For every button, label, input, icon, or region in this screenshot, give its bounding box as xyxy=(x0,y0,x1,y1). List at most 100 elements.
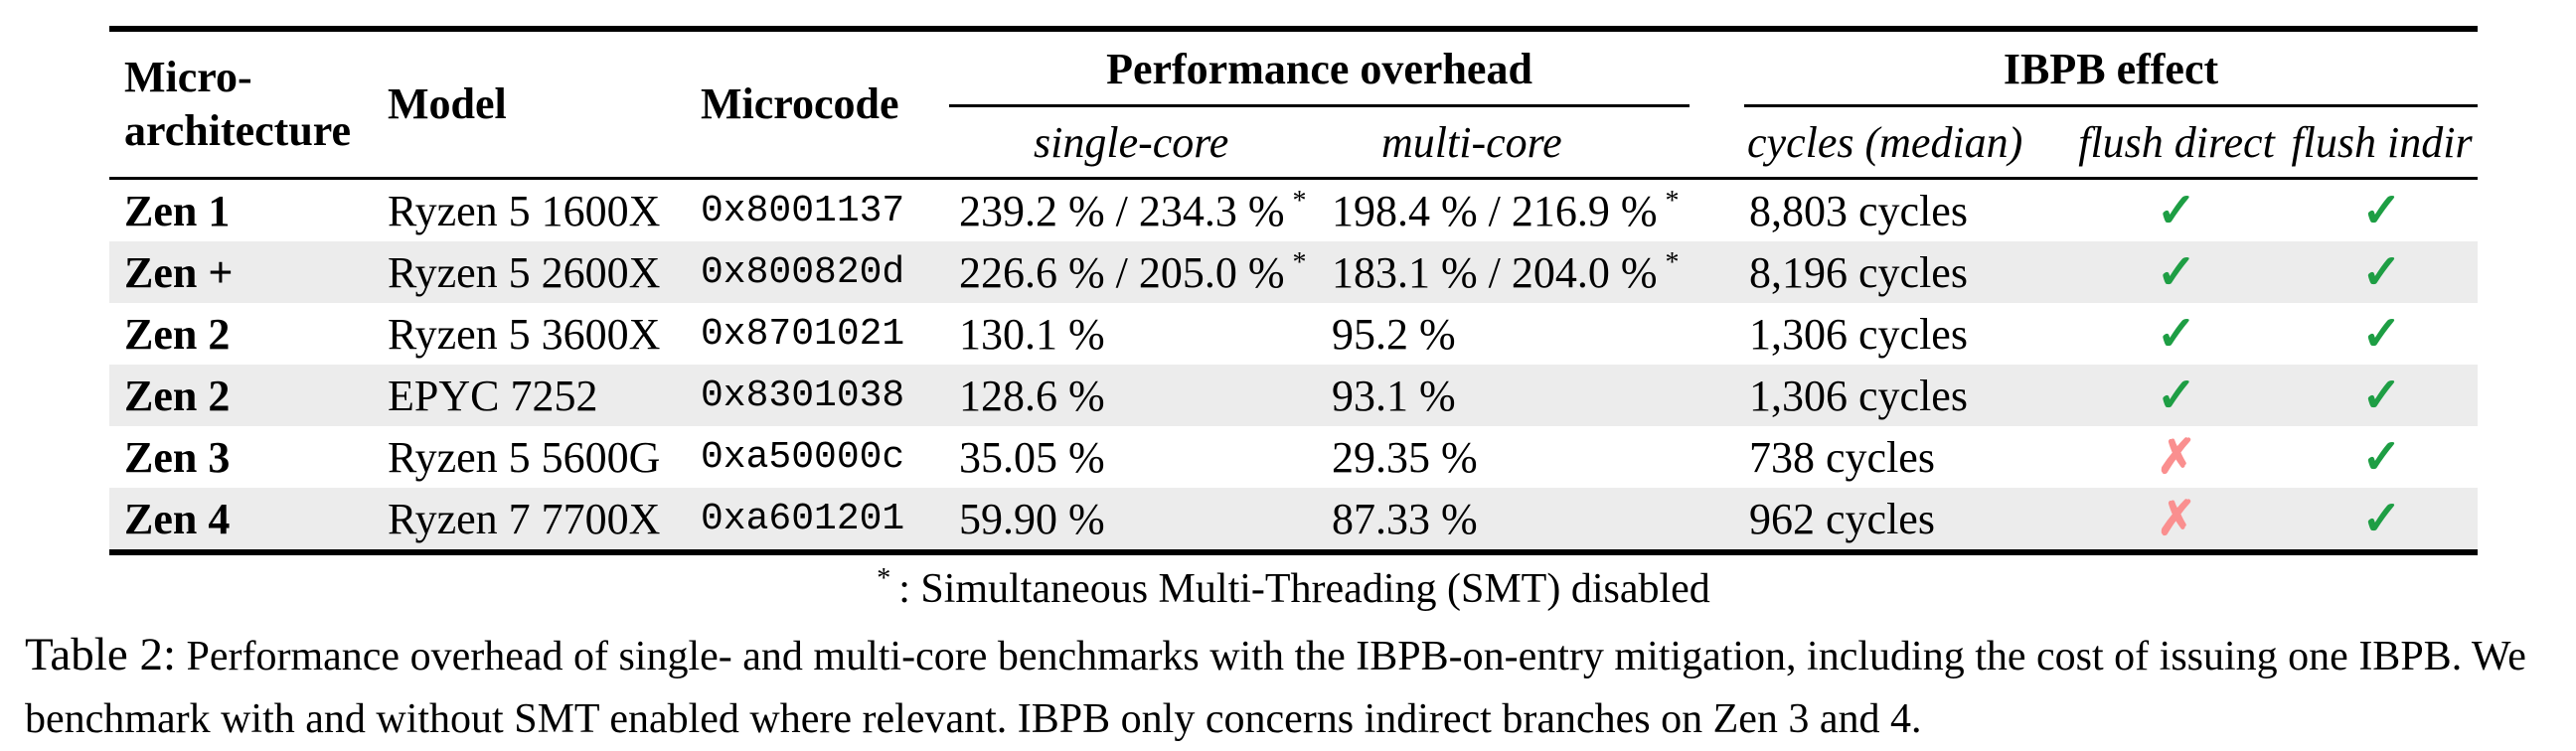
caption-label: Table 2: xyxy=(25,629,177,680)
header-cycles-median: cycles (median) xyxy=(1747,117,2023,167)
cell-flush-direct: ✓ xyxy=(2067,365,2286,426)
cross-icon: ✗ xyxy=(2156,493,2197,545)
header-single-core: single-core xyxy=(1034,117,1229,167)
cell-flush-direct: ✓ xyxy=(2067,179,2286,242)
multi-core-value: 198.4 % / 216.9 % xyxy=(1332,186,1658,235)
table-body: Zen 1 Ryzen 5 1600X 0x8001137 239.2 % / … xyxy=(109,179,2479,552)
cell-multi-core: 29.35 % xyxy=(1322,426,1739,488)
cell-cycles: 962 cycles xyxy=(1749,494,1935,543)
single-core-value: 59.90 % xyxy=(959,494,1105,543)
header-group-row: Micro-architecture Model Microcode Perfo… xyxy=(109,29,2479,155)
cell-microcode: 0x8701021 xyxy=(701,312,905,356)
cell-cycles: 8,196 cycles xyxy=(1749,247,1968,297)
cell-model: Ryzen 7 7700X xyxy=(388,494,661,543)
cell-microarchitecture: Zen 2 xyxy=(124,309,231,359)
single-core-value: 130.1 % xyxy=(959,309,1105,359)
header-microarchitecture: Micro-architecture xyxy=(109,29,373,179)
single-core-value: 128.6 % xyxy=(959,371,1105,420)
cell-microarchitecture: Zen 1 xyxy=(124,186,231,235)
caption-text: Performance overhead of single- and mult… xyxy=(25,634,2526,742)
check-icon: ✓ xyxy=(2361,493,2402,545)
cell-flush-direct: ✗ xyxy=(2067,488,2286,552)
cell-model: EPYC 7252 xyxy=(388,371,598,420)
cell-microcode: 0x8301038 xyxy=(701,374,905,417)
cell-microarchitecture: Zen 3 xyxy=(124,432,231,482)
header-microarchitecture-line1: Micro- xyxy=(124,53,252,101)
cell-single-core: 130.1 % xyxy=(949,303,1322,365)
single-core-value: 239.2 % / 234.3 % xyxy=(959,186,1285,235)
table-header: Micro-architecture Model Microcode Perfo… xyxy=(109,29,2479,179)
cell-cycles: 1,306 cycles xyxy=(1749,309,1968,359)
header-multi-core: multi-core xyxy=(1381,117,1562,167)
cell-multi-core: 95.2 % xyxy=(1322,303,1739,365)
cell-model: Ryzen 5 2600X xyxy=(388,247,661,297)
smt-disabled-asterisk: * xyxy=(1292,185,1307,217)
header-flush-indir: flush indir xyxy=(2291,117,2473,167)
cell-cycles: 1,306 cycles xyxy=(1749,371,1968,420)
multi-core-value: 29.35 % xyxy=(1332,432,1478,482)
cell-model: Ryzen 5 1600X xyxy=(388,186,661,235)
cell-flush-indir: ✓ xyxy=(2286,365,2478,426)
results-table: Micro-architecture Model Microcode Perfo… xyxy=(109,26,2479,555)
check-icon: ✓ xyxy=(2156,185,2197,237)
table-row: Zen + Ryzen 5 2600X 0x800820d 226.6 % / … xyxy=(109,241,2479,303)
check-icon: ✓ xyxy=(2361,246,2402,299)
header-microarchitecture-line2: architecture xyxy=(124,106,352,155)
header-flush-direct: flush direct xyxy=(2078,117,2275,167)
check-icon: ✓ xyxy=(2156,246,2197,299)
table-row: Zen 1 Ryzen 5 1600X 0x8001137 239.2 % / … xyxy=(109,179,2478,242)
cell-multi-core: 183.1 % / 204.0 % * xyxy=(1322,241,1739,303)
cell-single-core: 128.6 % xyxy=(949,365,1322,426)
cell-flush-indir: ✓ xyxy=(2286,179,2478,242)
check-icon: ✓ xyxy=(2361,370,2402,422)
header-group-performance-label: Performance overhead xyxy=(949,44,1690,107)
table-caption: Table 2: Performance overhead of single-… xyxy=(25,624,2559,751)
header-sub-row: single-core multi-core cycles (median) f… xyxy=(109,107,2478,179)
single-core-value: 35.05 % xyxy=(959,432,1105,482)
cell-model: Ryzen 5 5600G xyxy=(388,432,661,482)
cell-flush-indir: ✓ xyxy=(2286,241,2478,303)
table-row: Zen 4 Ryzen 7 7700X 0xa601201 59.90 % 87… xyxy=(109,488,2479,552)
cell-microcode: 0xa601201 xyxy=(701,497,905,540)
cell-microcode: 0x800820d xyxy=(701,250,905,294)
table-footnote: *: Simultaneous Multi-Threading (SMT) di… xyxy=(109,565,2478,613)
multi-core-value: 93.1 % xyxy=(1332,371,1456,420)
results-table-container: Micro-architecture Model Microcode Perfo… xyxy=(109,26,2479,613)
cell-microarchitecture: Zen 4 xyxy=(124,494,231,543)
cell-microarchitecture: Zen 2 xyxy=(124,371,231,420)
smt-disabled-asterisk: * xyxy=(1292,246,1307,278)
cross-icon: ✗ xyxy=(2156,431,2197,484)
cell-multi-core: 198.4 % / 216.9 % * xyxy=(1322,179,1739,242)
cell-flush-indir: ✓ xyxy=(2286,488,2478,552)
check-icon: ✓ xyxy=(2361,185,2402,237)
check-icon: ✓ xyxy=(2156,370,2197,422)
check-icon: ✓ xyxy=(2361,431,2402,484)
header-group-ibpb: IBPB effect xyxy=(1739,29,2479,107)
header-microcode: Microcode xyxy=(701,79,899,128)
check-icon: ✓ xyxy=(2361,308,2402,361)
footnote-text: : Simultaneous Multi-Threading (SMT) dis… xyxy=(898,566,1710,612)
cell-flush-direct: ✓ xyxy=(2067,303,2286,365)
footnote-asterisk: * xyxy=(877,563,891,594)
header-group-ibpb-label: IBPB effect xyxy=(1744,44,2479,107)
header-group-performance: Performance overhead xyxy=(949,29,1739,107)
cell-cycles: 738 cycles xyxy=(1749,432,1935,482)
cell-multi-core: 93.1 % xyxy=(1322,365,1739,426)
smt-disabled-asterisk: * xyxy=(1665,246,1680,278)
cell-flush-direct: ✗ xyxy=(2067,426,2286,488)
cell-single-core: 35.05 % xyxy=(949,426,1322,488)
cell-cycles: 8,803 cycles xyxy=(1749,186,1968,235)
cell-model: Ryzen 5 3600X xyxy=(388,309,661,359)
table-row: Zen 2 EPYC 7252 0x8301038 128.6 % 93.1 %… xyxy=(109,365,2479,426)
cell-flush-indir: ✓ xyxy=(2286,426,2478,488)
cell-single-core: 59.90 % xyxy=(949,488,1322,552)
single-core-value: 226.6 % / 205.0 % xyxy=(959,247,1285,297)
table-row: Zen 3 Ryzen 5 5600G 0xa50000c 35.05 % 29… xyxy=(109,426,2478,488)
cell-single-core: 226.6 % / 205.0 % * xyxy=(949,241,1322,303)
cell-single-core: 239.2 % / 234.3 % * xyxy=(949,179,1322,242)
cell-microcode: 0x8001137 xyxy=(701,189,905,232)
multi-core-value: 95.2 % xyxy=(1332,309,1456,359)
cell-microarchitecture: Zen + xyxy=(124,247,234,297)
multi-core-value: 183.1 % / 204.0 % xyxy=(1332,247,1658,297)
smt-disabled-asterisk: * xyxy=(1665,185,1680,217)
